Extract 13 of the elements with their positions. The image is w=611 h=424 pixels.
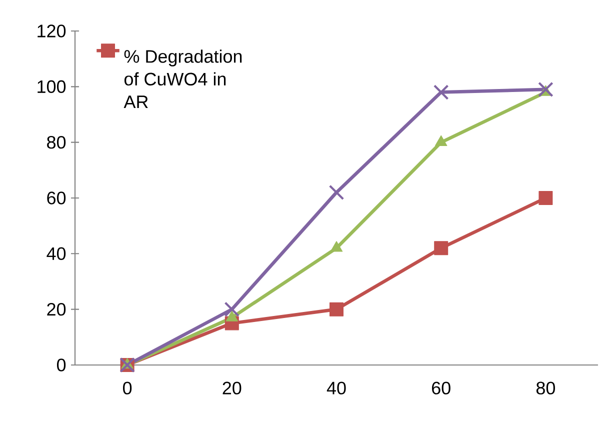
x-tick-label: 80 [536,382,555,394]
y-tick-label: 20 [47,302,66,316]
y-tick-label: 40 [46,247,66,260]
legend-label: % Degradation of CuWO4 in AR [124,50,242,108]
x-tick-label: 40 [326,382,346,394]
y-tick-label: 100 [38,80,66,94]
y-tick-label: 60 [47,192,66,204]
x-tick-label: 0 [123,382,132,394]
y-tick-label: 120 [38,24,66,38]
y-tick-label: 80 [47,136,66,149]
x-tick-label: 60 [432,382,450,394]
x-tick-label: 20 [222,382,242,394]
y-tick-label: 0 [56,358,66,372]
